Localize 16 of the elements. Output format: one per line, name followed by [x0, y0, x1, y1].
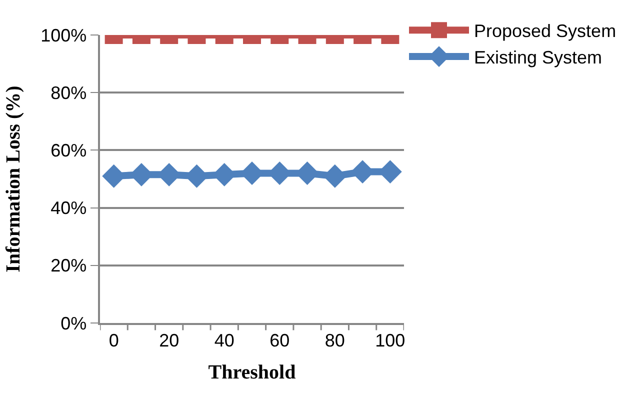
y-tick-label: 20% — [50, 256, 87, 276]
x-tick-label: 20 — [159, 330, 180, 350]
y-tick-label: 0% — [60, 313, 87, 334]
legend-label: Proposed System — [474, 21, 616, 42]
x-tick-label: 40 — [214, 330, 234, 350]
x-axis-title: Threshold — [208, 361, 296, 384]
y-tick-label: 100% — [40, 25, 87, 46]
y-tick-label: 60% — [50, 140, 87, 160]
y-tick-label: 80% — [50, 82, 87, 103]
x-tick-label: 80 — [324, 330, 345, 350]
y-axis-title: Information Loss (%) — [2, 86, 25, 272]
legend-label: Existing System — [474, 48, 602, 68]
y-tick-label: 40% — [50, 198, 87, 218]
x-tick-label: 60 — [270, 330, 290, 350]
x-tick-label: 0 — [108, 330, 119, 350]
x-tick-label: 100 — [375, 330, 406, 350]
